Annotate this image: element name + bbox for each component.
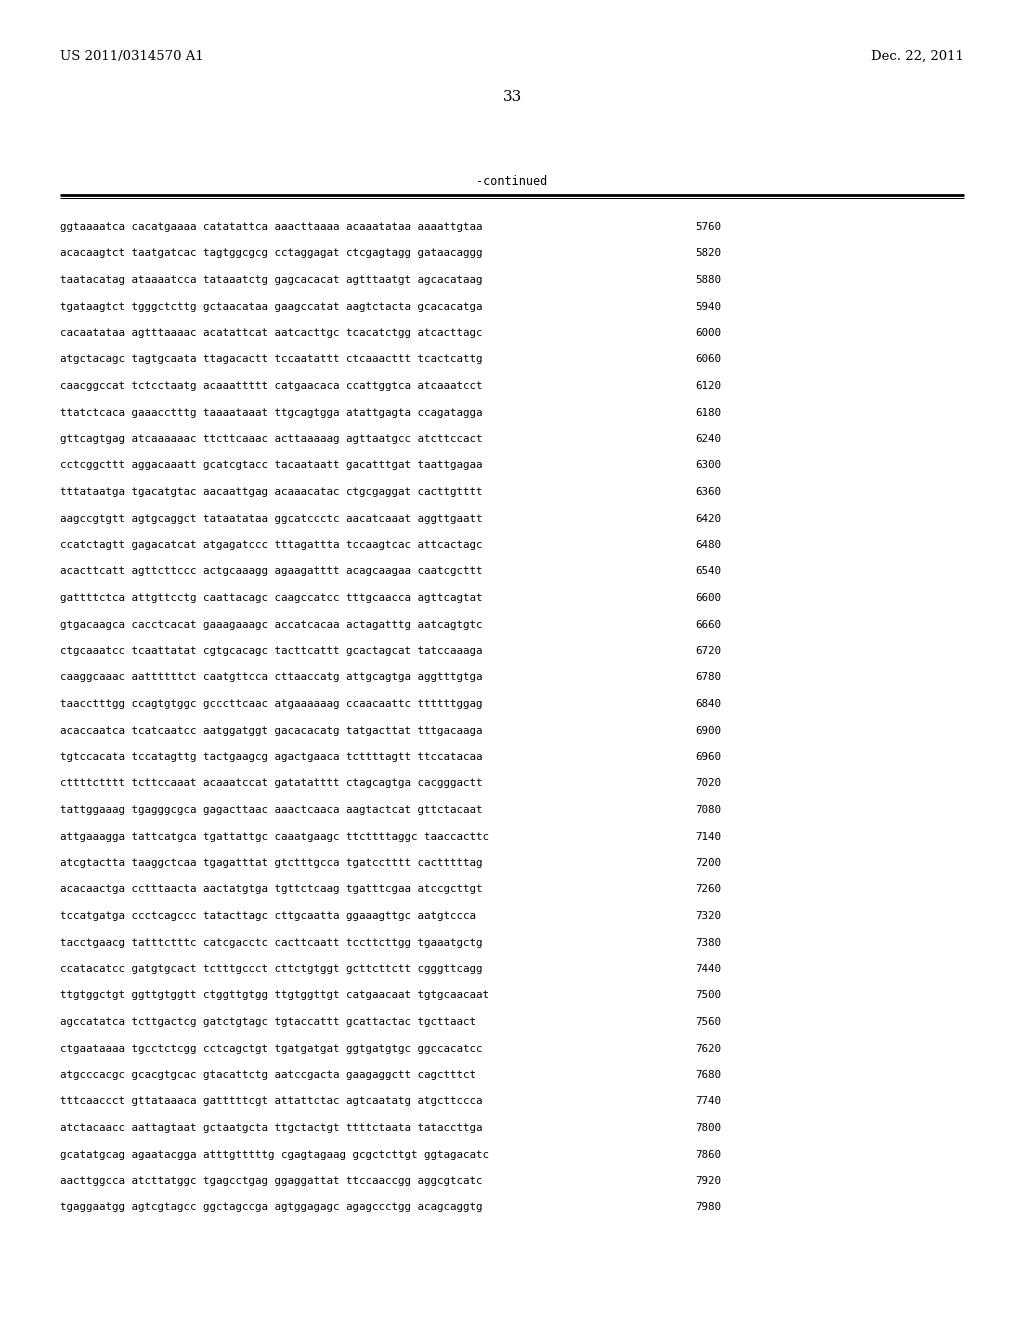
Text: 7680: 7680 <box>695 1071 721 1080</box>
Text: 5940: 5940 <box>695 301 721 312</box>
Text: taatacatag ataaaatcca tataaatctg gagcacacat agtttaatgt agcacataag: taatacatag ataaaatcca tataaatctg gagcaca… <box>60 275 482 285</box>
Text: tgaggaatgg agtcgtagcc ggctagccga agtggagagc agagccctgg acagcaggtg: tgaggaatgg agtcgtagcc ggctagccga agtggag… <box>60 1203 482 1213</box>
Text: agccatatca tcttgactcg gatctgtagc tgtaccattt gcattactac tgcttaact: agccatatca tcttgactcg gatctgtagc tgtacca… <box>60 1016 476 1027</box>
Text: 7080: 7080 <box>695 805 721 814</box>
Text: ttgtggctgt ggttgtggtt ctggttgtgg ttgtggttgt catgaacaat tgtgcaacaat: ttgtggctgt ggttgtggtt ctggttgtgg ttgtggt… <box>60 990 489 1001</box>
Text: atgctacagc tagtgcaata ttagacactt tccaatattt ctcaaacttt tcactcattg: atgctacagc tagtgcaata ttagacactt tccaata… <box>60 355 482 364</box>
Text: Dec. 22, 2011: Dec. 22, 2011 <box>871 50 964 63</box>
Text: atgcccacgc gcacgtgcac gtacattctg aatccgacta gaagaggctt cagctttct: atgcccacgc gcacgtgcac gtacattctg aatccga… <box>60 1071 476 1080</box>
Text: 6960: 6960 <box>695 752 721 762</box>
Text: 7140: 7140 <box>695 832 721 842</box>
Text: gattttctca attgttcctg caattacagc caagccatcc tttgcaacca agttcagtat: gattttctca attgttcctg caattacagc caagcca… <box>60 593 482 603</box>
Text: taacctttgg ccagtgtggc gcccttcaac atgaaaaaag ccaacaattc ttttttggag: taacctttgg ccagtgtggc gcccttcaac atgaaaa… <box>60 700 482 709</box>
Text: 7260: 7260 <box>695 884 721 895</box>
Text: 6900: 6900 <box>695 726 721 735</box>
Text: tgataagtct tgggctcttg gctaacataa gaagccatat aagtctacta gcacacatga: tgataagtct tgggctcttg gctaacataa gaagcca… <box>60 301 482 312</box>
Text: ccatacatcc gatgtgcact tctttgccct cttctgtggt gcttcttctt cgggttcagg: ccatacatcc gatgtgcact tctttgccct cttctgt… <box>60 964 482 974</box>
Text: 5820: 5820 <box>695 248 721 259</box>
Text: tattggaaag tgagggcgca gagacttaac aaactcaaca aagtactcat gttctacaat: tattggaaag tgagggcgca gagacttaac aaactca… <box>60 805 482 814</box>
Text: 5760: 5760 <box>695 222 721 232</box>
Text: gcatatgcag agaatacgga atttgtttttg cgagtagaag gcgctcttgt ggtagacatc: gcatatgcag agaatacgga atttgtttttg cgagta… <box>60 1150 489 1159</box>
Text: 7560: 7560 <box>695 1016 721 1027</box>
Text: 6480: 6480 <box>695 540 721 550</box>
Text: tccatgatga ccctcagccc tatacttagc cttgcaatta ggaaagttgc aatgtccca: tccatgatga ccctcagccc tatacttagc cttgcaa… <box>60 911 476 921</box>
Text: acacaactga cctttaacta aactatgtga tgttctcaag tgatttcgaa atccgcttgt: acacaactga cctttaacta aactatgtga tgttctc… <box>60 884 482 895</box>
Text: caaggcaaac aattttttct caatgttcca cttaaccatg attgcagtga aggtttgtga: caaggcaaac aattttttct caatgttcca cttaacc… <box>60 672 482 682</box>
Text: atctacaacc aattagtaat gctaatgcta ttgctactgt ttttctaata tataccttga: atctacaacc aattagtaat gctaatgcta ttgctac… <box>60 1123 482 1133</box>
Text: aacttggcca atcttatggc tgagcctgag ggaggattat ttccaaccgg aggcgtcatc: aacttggcca atcttatggc tgagcctgag ggaggat… <box>60 1176 482 1185</box>
Text: 6540: 6540 <box>695 566 721 577</box>
Text: 6660: 6660 <box>695 619 721 630</box>
Text: ctgaataaaa tgcctctcgg cctcagctgt tgatgatgat ggtgatgtgc ggccacatcc: ctgaataaaa tgcctctcgg cctcagctgt tgatgat… <box>60 1044 482 1053</box>
Text: 7440: 7440 <box>695 964 721 974</box>
Text: 7500: 7500 <box>695 990 721 1001</box>
Text: ggtaaaatca cacatgaaaa catatattca aaacttaaaa acaaatataa aaaattgtaa: ggtaaaatca cacatgaaaa catatattca aaactta… <box>60 222 482 232</box>
Text: 7980: 7980 <box>695 1203 721 1213</box>
Text: 33: 33 <box>503 90 521 104</box>
Text: acacaagtct taatgatcac tagtggcgcg cctaggagat ctcgagtagg gataacaggg: acacaagtct taatgatcac tagtggcgcg cctagga… <box>60 248 482 259</box>
Text: cctcggcttt aggacaaatt gcatcgtacc tacaataatt gacatttgat taattgagaa: cctcggcttt aggacaaatt gcatcgtacc tacaata… <box>60 461 482 470</box>
Text: acaccaatca tcatcaatcc aatggatggt gacacacatg tatgacttat tttgacaaga: acaccaatca tcatcaatcc aatggatggt gacacac… <box>60 726 482 735</box>
Text: 6780: 6780 <box>695 672 721 682</box>
Text: 5880: 5880 <box>695 275 721 285</box>
Text: 6300: 6300 <box>695 461 721 470</box>
Text: 6120: 6120 <box>695 381 721 391</box>
Text: 7740: 7740 <box>695 1097 721 1106</box>
Text: 6600: 6600 <box>695 593 721 603</box>
Text: cacaatataa agtttaaaac acatattcat aatcacttgc tcacatctgg atcacttagc: cacaatataa agtttaaaac acatattcat aatcact… <box>60 327 482 338</box>
Text: 7920: 7920 <box>695 1176 721 1185</box>
Text: caacggccat tctcctaatg acaaattttt catgaacaca ccattggtca atcaaatcct: caacggccat tctcctaatg acaaattttt catgaac… <box>60 381 482 391</box>
Text: acacttcatt agttcttccc actgcaaagg agaagatttt acagcaagaa caatcgcttt: acacttcatt agttcttccc actgcaaagg agaagat… <box>60 566 482 577</box>
Text: 7800: 7800 <box>695 1123 721 1133</box>
Text: 6720: 6720 <box>695 645 721 656</box>
Text: ccatctagtt gagacatcat atgagatccc tttagattta tccaagtcac attcactagc: ccatctagtt gagacatcat atgagatccc tttagat… <box>60 540 482 550</box>
Text: gttcagtgag atcaaaaaac ttcttcaaac acttaaaaag agttaatgcc atcttccact: gttcagtgag atcaaaaaac ttcttcaaac acttaaa… <box>60 434 482 444</box>
Text: tttcaaccct gttataaaca gatttttcgt attattctac agtcaatatg atgcttccca: tttcaaccct gttataaaca gatttttcgt attattc… <box>60 1097 482 1106</box>
Text: ttatctcaca gaaacctttg taaaataaat ttgcagtgga atattgagta ccagatagga: ttatctcaca gaaacctttg taaaataaat ttgcagt… <box>60 408 482 417</box>
Text: 6840: 6840 <box>695 700 721 709</box>
Text: tacctgaacg tatttctttc catcgacctc cacttcaatt tccttcttgg tgaaatgctg: tacctgaacg tatttctttc catcgacctc cacttca… <box>60 937 482 948</box>
Text: tgtccacata tccatagttg tactgaagcg agactgaaca tcttttagtt ttccatacaa: tgtccacata tccatagttg tactgaagcg agactga… <box>60 752 482 762</box>
Text: 6360: 6360 <box>695 487 721 498</box>
Text: 7320: 7320 <box>695 911 721 921</box>
Text: -continued: -continued <box>476 176 548 187</box>
Text: 6420: 6420 <box>695 513 721 524</box>
Text: cttttctttt tcttccaaat acaaatccat gatatatttt ctagcagtga cacgggactt: cttttctttt tcttccaaat acaaatccat gatatat… <box>60 779 482 788</box>
Text: tttataatga tgacatgtac aacaattgag acaaacatac ctgcgaggat cacttgtttt: tttataatga tgacatgtac aacaattgag acaaaca… <box>60 487 482 498</box>
Text: 7380: 7380 <box>695 937 721 948</box>
Text: US 2011/0314570 A1: US 2011/0314570 A1 <box>60 50 204 63</box>
Text: aagccgtgtt agtgcaggct tataatataa ggcatccctc aacatcaaat aggttgaatt: aagccgtgtt agtgcaggct tataatataa ggcatcc… <box>60 513 482 524</box>
Text: 6060: 6060 <box>695 355 721 364</box>
Text: 6180: 6180 <box>695 408 721 417</box>
Text: 7200: 7200 <box>695 858 721 869</box>
Text: 7620: 7620 <box>695 1044 721 1053</box>
Text: ctgcaaatcc tcaattatat cgtgcacagc tacttcattt gcactagcat tatccaaaga: ctgcaaatcc tcaattatat cgtgcacagc tacttca… <box>60 645 482 656</box>
Text: 6240: 6240 <box>695 434 721 444</box>
Text: 7860: 7860 <box>695 1150 721 1159</box>
Text: atcgtactta taaggctcaa tgagatttat gtctttgcca tgatcctttt cactttttag: atcgtactta taaggctcaa tgagatttat gtctttg… <box>60 858 482 869</box>
Text: gtgacaagca cacctcacat gaaagaaagc accatcacaa actagatttg aatcagtgtc: gtgacaagca cacctcacat gaaagaaagc accatca… <box>60 619 482 630</box>
Text: 7020: 7020 <box>695 779 721 788</box>
Text: 6000: 6000 <box>695 327 721 338</box>
Text: attgaaagga tattcatgca tgattattgc caaatgaagc ttcttttaggc taaccacttc: attgaaagga tattcatgca tgattattgc caaatga… <box>60 832 489 842</box>
